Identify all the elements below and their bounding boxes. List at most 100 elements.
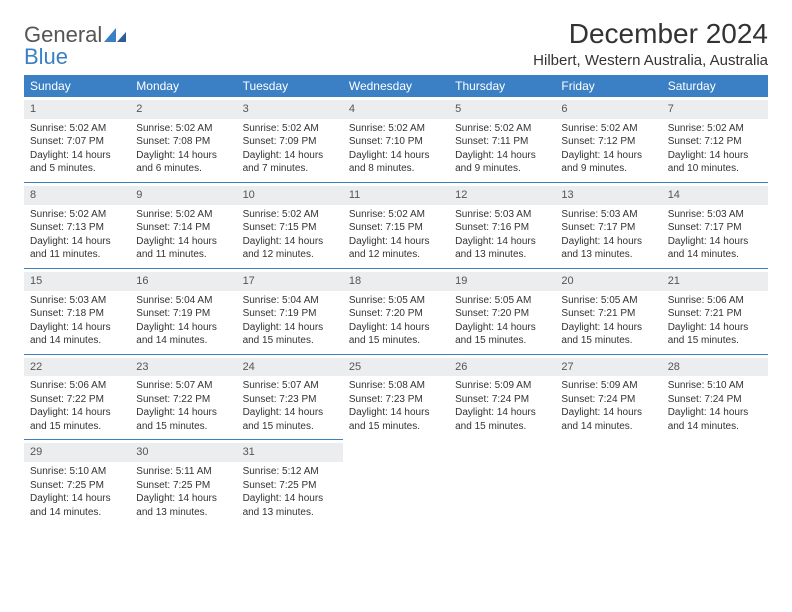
daylight-line: Daylight: 14 hours [243, 235, 337, 249]
day-cell: 23Sunrise: 5:07 AMSunset: 7:22 PMDayligh… [130, 354, 236, 440]
daylight-line: and 15 minutes. [243, 420, 337, 434]
daylight-line: and 15 minutes. [30, 420, 124, 434]
day-number: 22 [24, 358, 130, 377]
day-number: 3 [237, 100, 343, 119]
sunrise-line: Sunrise: 5:02 AM [561, 122, 655, 136]
day-cell: 2Sunrise: 5:02 AMSunset: 7:08 PMDaylight… [130, 97, 236, 182]
day-number: 1 [24, 100, 130, 119]
daylight-line: and 15 minutes. [243, 334, 337, 348]
daylight-line: Daylight: 14 hours [349, 406, 443, 420]
day-cell: 22Sunrise: 5:06 AMSunset: 7:22 PMDayligh… [24, 354, 130, 440]
day-number: 13 [555, 186, 661, 205]
sunrise-line: Sunrise: 5:04 AM [243, 294, 337, 308]
day-number: 11 [343, 186, 449, 205]
logo-word-blue: Blue [24, 44, 68, 69]
daylight-line: and 13 minutes. [243, 506, 337, 520]
day-cell: 6Sunrise: 5:02 AMSunset: 7:12 PMDaylight… [555, 97, 661, 182]
sunrise-line: Sunrise: 5:02 AM [30, 208, 124, 222]
sunrise-line: Sunrise: 5:02 AM [243, 208, 337, 222]
sunrise-line: Sunrise: 5:03 AM [561, 208, 655, 222]
daylight-line: and 14 minutes. [561, 420, 655, 434]
daylight-line: Daylight: 14 hours [455, 321, 549, 335]
day-number: 24 [237, 358, 343, 377]
logo-text: General Blue [24, 24, 126, 68]
day-number: 7 [662, 100, 768, 119]
sunset-line: Sunset: 7:16 PM [455, 221, 549, 235]
sunset-line: Sunset: 7:21 PM [668, 307, 762, 321]
sunrise-line: Sunrise: 5:06 AM [30, 379, 124, 393]
day-number: 4 [343, 100, 449, 119]
daylight-line: and 12 minutes. [243, 248, 337, 262]
week-row: 15Sunrise: 5:03 AMSunset: 7:18 PMDayligh… [24, 268, 768, 354]
sunrise-line: Sunrise: 5:02 AM [349, 208, 443, 222]
day-cell: 7Sunrise: 5:02 AMSunset: 7:12 PMDaylight… [662, 97, 768, 182]
daylight-line: Daylight: 14 hours [561, 406, 655, 420]
week-row: 22Sunrise: 5:06 AMSunset: 7:22 PMDayligh… [24, 354, 768, 440]
sunrise-line: Sunrise: 5:05 AM [561, 294, 655, 308]
day-cell: 9Sunrise: 5:02 AMSunset: 7:14 PMDaylight… [130, 182, 236, 268]
sunrise-line: Sunrise: 5:12 AM [243, 465, 337, 479]
sunrise-line: Sunrise: 5:08 AM [349, 379, 443, 393]
daylight-line: and 8 minutes. [349, 162, 443, 176]
logo-sail-icon [104, 28, 126, 42]
calendar-body: 1Sunrise: 5:02 AMSunset: 7:07 PMDaylight… [24, 97, 768, 525]
day-cell: 26Sunrise: 5:09 AMSunset: 7:24 PMDayligh… [449, 354, 555, 440]
daylight-line: and 11 minutes. [30, 248, 124, 262]
sunset-line: Sunset: 7:11 PM [455, 135, 549, 149]
sunrise-line: Sunrise: 5:09 AM [455, 379, 549, 393]
daylight-line: Daylight: 14 hours [136, 492, 230, 506]
day-cell: 28Sunrise: 5:10 AMSunset: 7:24 PMDayligh… [662, 354, 768, 440]
day-number: 16 [130, 272, 236, 291]
day-cell: 14Sunrise: 5:03 AMSunset: 7:17 PMDayligh… [662, 182, 768, 268]
sunrise-line: Sunrise: 5:04 AM [136, 294, 230, 308]
sunrise-line: Sunrise: 5:09 AM [561, 379, 655, 393]
day-cell: 15Sunrise: 5:03 AMSunset: 7:18 PMDayligh… [24, 268, 130, 354]
day-cell: 8Sunrise: 5:02 AMSunset: 7:13 PMDaylight… [24, 182, 130, 268]
daylight-line: Daylight: 14 hours [136, 406, 230, 420]
sunset-line: Sunset: 7:07 PM [30, 135, 124, 149]
day-cell: 24Sunrise: 5:07 AMSunset: 7:23 PMDayligh… [237, 354, 343, 440]
week-row: 8Sunrise: 5:02 AMSunset: 7:13 PMDaylight… [24, 182, 768, 268]
daylight-line: Daylight: 14 hours [30, 492, 124, 506]
sunset-line: Sunset: 7:12 PM [561, 135, 655, 149]
daylight-line: Daylight: 14 hours [243, 149, 337, 163]
calendar-table: SundayMondayTuesdayWednesdayThursdayFrid… [24, 75, 768, 525]
sunset-line: Sunset: 7:14 PM [136, 221, 230, 235]
day-number: 10 [237, 186, 343, 205]
daylight-line: Daylight: 14 hours [136, 149, 230, 163]
daylight-line: and 13 minutes. [561, 248, 655, 262]
daylight-line: and 15 minutes. [561, 334, 655, 348]
sunrise-line: Sunrise: 5:02 AM [455, 122, 549, 136]
sunrise-line: Sunrise: 5:03 AM [30, 294, 124, 308]
daylight-line: Daylight: 14 hours [30, 235, 124, 249]
sunset-line: Sunset: 7:22 PM [136, 393, 230, 407]
day-cell: 12Sunrise: 5:03 AMSunset: 7:16 PMDayligh… [449, 182, 555, 268]
daylight-line: Daylight: 14 hours [668, 235, 762, 249]
daylight-line: and 7 minutes. [243, 162, 337, 176]
daylight-line: Daylight: 14 hours [243, 321, 337, 335]
sunrise-line: Sunrise: 5:06 AM [668, 294, 762, 308]
day-number: 31 [237, 443, 343, 462]
sunrise-line: Sunrise: 5:02 AM [136, 122, 230, 136]
daylight-line: Daylight: 14 hours [349, 235, 443, 249]
daylight-line: and 15 minutes. [455, 420, 549, 434]
location: Hilbert, Western Australia, Australia [533, 52, 768, 69]
daylight-line: Daylight: 14 hours [561, 235, 655, 249]
daylight-line: Daylight: 14 hours [561, 321, 655, 335]
day-number: 28 [662, 358, 768, 377]
sunset-line: Sunset: 7:24 PM [668, 393, 762, 407]
day-cell: 29Sunrise: 5:10 AMSunset: 7:25 PMDayligh… [24, 440, 130, 525]
sunset-line: Sunset: 7:09 PM [243, 135, 337, 149]
daylight-line: and 6 minutes. [136, 162, 230, 176]
daylight-line: and 14 minutes. [668, 248, 762, 262]
sunset-line: Sunset: 7:23 PM [243, 393, 337, 407]
sunrise-line: Sunrise: 5:02 AM [30, 122, 124, 136]
sunrise-line: Sunrise: 5:10 AM [668, 379, 762, 393]
title-block: December 2024 Hilbert, Western Australia… [533, 18, 768, 69]
day-number: 14 [662, 186, 768, 205]
day-cell: 13Sunrise: 5:03 AMSunset: 7:17 PMDayligh… [555, 182, 661, 268]
daylight-line: and 13 minutes. [455, 248, 549, 262]
sunrise-line: Sunrise: 5:02 AM [243, 122, 337, 136]
sunrise-line: Sunrise: 5:02 AM [668, 122, 762, 136]
sunset-line: Sunset: 7:24 PM [455, 393, 549, 407]
